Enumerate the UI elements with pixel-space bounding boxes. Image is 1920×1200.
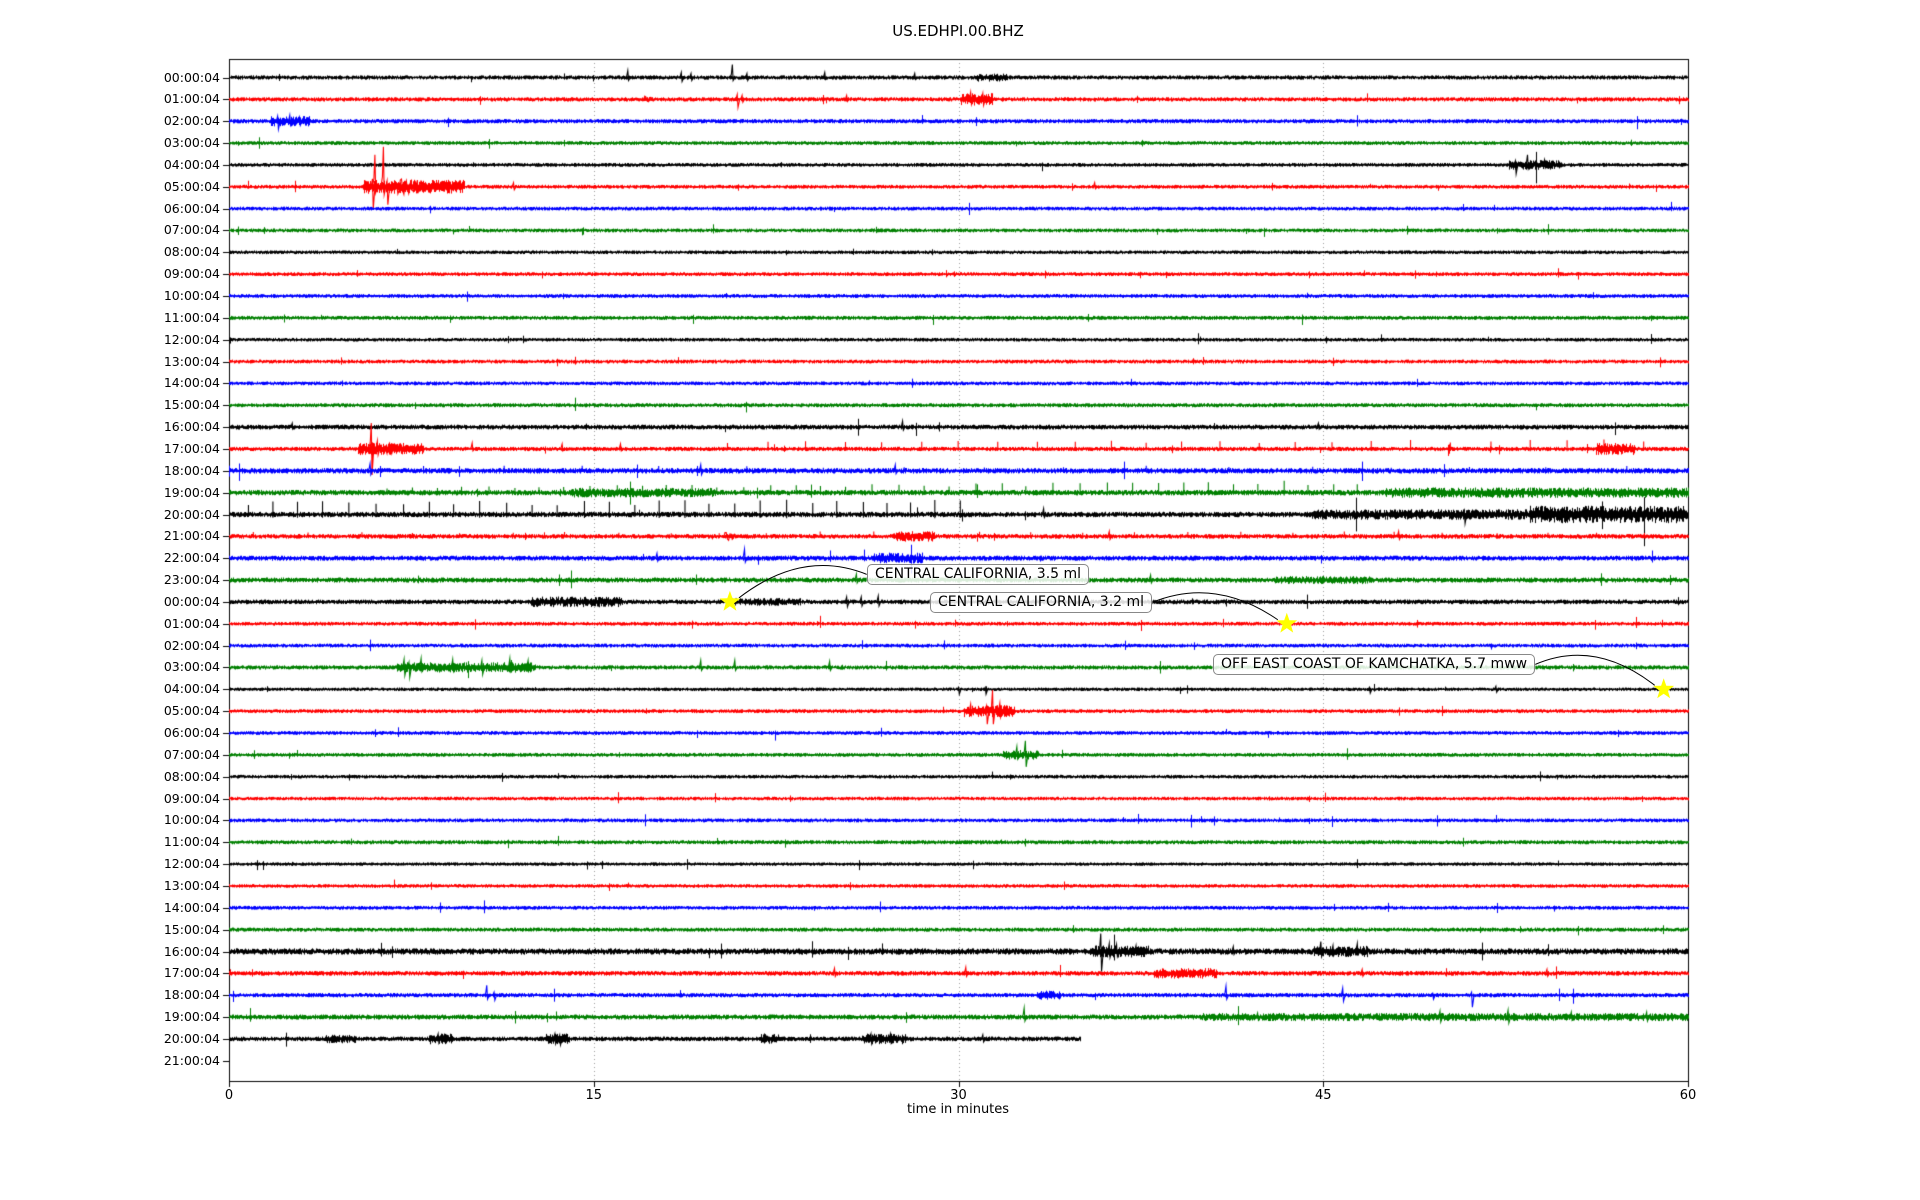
trace-time-label: 15:00:04 — [163, 921, 220, 937]
trace-time-label: 21:00:04 — [163, 1052, 220, 1068]
trace-time-label: 14:00:04 — [163, 375, 220, 391]
x-axis-title: time in minutes — [906, 1102, 1010, 1117]
trace-time-label: 01:00:04 — [163, 615, 220, 631]
trace-time-label: 16:00:04 — [163, 943, 220, 959]
trace-time-label: 21:00:04 — [163, 528, 220, 544]
trace-time-label: 14:00:04 — [163, 899, 220, 915]
trace-time-label: 06:00:04 — [163, 725, 220, 740]
trace-time-label: 13:00:04 — [163, 353, 220, 369]
trace-time-label: 04:00:04 — [163, 681, 220, 697]
trace-time-label: 09:00:04 — [163, 790, 220, 806]
event-annotation-central-california-3_5: CENTRAL CALIFORNIA, 3.5 ml — [867, 564, 1090, 585]
trace-time-label: 12:00:04 — [163, 856, 220, 872]
trace-time-label: 20:00:04 — [163, 1030, 220, 1046]
event-annotation-central-california-3_2: CENTRAL CALIFORNIA, 3.2 ml — [930, 592, 1153, 613]
trace-time-label: 16:00:04 — [163, 419, 220, 435]
x-tick-label: 15 — [585, 1088, 603, 1103]
x-tick-label: 45 — [1314, 1088, 1332, 1103]
trace-time-label: 19:00:04 — [163, 1009, 220, 1025]
trace-time-label: 13:00:04 — [163, 877, 220, 893]
trace-time-label: 08:00:04 — [163, 244, 220, 260]
x-tick-label: 30 — [950, 1088, 967, 1103]
trace-time-label: 18:00:04 — [163, 987, 220, 1003]
trace-time-label: 12:00:04 — [163, 331, 220, 347]
trace-time-label: 22:00:04 — [163, 550, 220, 566]
trace-time-label: 03:00:04 — [163, 659, 220, 675]
trace-time-label: 09:00:04 — [163, 266, 220, 282]
event-annotation-kamchatka-5_7: OFF EAST COAST OF KAMCHATKA, 5.7 mww — [1213, 654, 1536, 675]
trace-time-label: 01:00:04 — [163, 91, 220, 107]
trace-time-label: 03:00:04 — [163, 135, 220, 151]
trace-time-label: 17:00:04 — [163, 440, 220, 456]
trace-time-label: 10:00:04 — [163, 288, 220, 303]
trace-time-label: 02:00:04 — [163, 637, 220, 653]
trace-time-label: 15:00:04 — [163, 397, 220, 413]
trace-time-label: 10:00:04 — [163, 812, 220, 828]
trace-time-label: 00:00:04 — [163, 593, 220, 609]
trace-time-label: 20:00:04 — [163, 506, 220, 522]
trace-time-label: 00:00:04 — [163, 69, 220, 85]
x-tick-label: 60 — [1679, 1088, 1697, 1103]
trace-time-label: 11:00:04 — [163, 309, 220, 325]
trace-time-label: 11:00:04 — [163, 834, 220, 850]
trace-time-label: 17:00:04 — [163, 965, 220, 981]
trace-time-label: 08:00:04 — [163, 768, 220, 784]
x-tick-label: 0 — [224, 1088, 234, 1103]
trace-time-label: 06:00:04 — [163, 200, 220, 216]
trace-time-label: 05:00:04 — [163, 703, 220, 719]
trace-time-label: 05:00:04 — [163, 178, 220, 194]
trace-time-label: 18:00:04 — [163, 462, 220, 478]
trace-time-label: 19:00:04 — [163, 484, 220, 500]
trace-time-label: 02:00:04 — [163, 113, 220, 129]
trace-time-label: 04:00:04 — [163, 156, 220, 172]
trace-time-label: 23:00:04 — [163, 572, 220, 588]
trace-time-label: 07:00:04 — [163, 222, 220, 238]
trace-time-label: 07:00:04 — [163, 746, 220, 762]
